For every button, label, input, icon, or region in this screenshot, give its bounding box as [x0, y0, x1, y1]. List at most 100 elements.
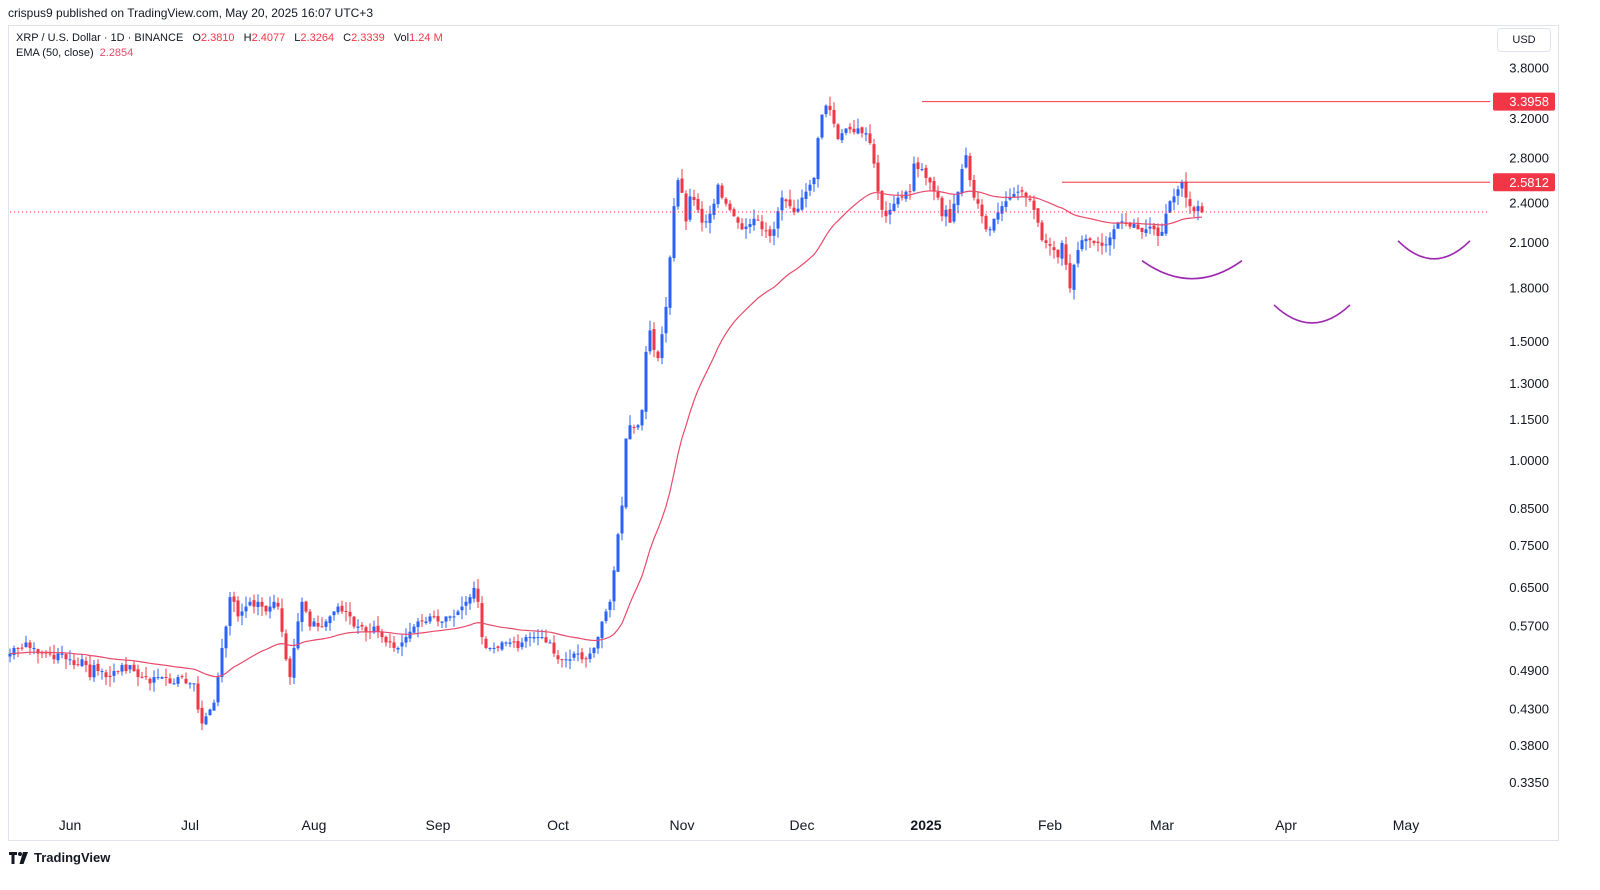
candle-down [1156, 227, 1160, 237]
candle-up [520, 642, 524, 648]
candle-up [628, 425, 632, 440]
candle-up [592, 647, 596, 654]
candle-down [916, 162, 920, 170]
candle-down [236, 600, 240, 617]
price-axis-label: 0.7500 [1509, 538, 1549, 553]
candle-up [204, 716, 208, 725]
candle-down [908, 191, 912, 193]
candle-up [172, 683, 176, 685]
price-axis-label: 3.2000 [1509, 111, 1549, 126]
price-axis-label: 3.8000 [1509, 61, 1549, 76]
candle-up [416, 621, 420, 628]
candle-down [1140, 227, 1144, 232]
candle-up [332, 611, 336, 616]
candle-down [184, 678, 188, 684]
candle-up [32, 647, 36, 650]
candle-up [188, 683, 192, 685]
candle-up [156, 677, 160, 679]
low-label: L [294, 32, 301, 44]
candle-down [480, 603, 484, 638]
candle-up [1016, 191, 1020, 193]
candle-up [152, 677, 156, 683]
candle-down [700, 208, 704, 223]
candle-up [80, 659, 84, 667]
candle-up [964, 155, 968, 168]
candle-up [100, 671, 104, 673]
candle-down [1184, 181, 1188, 198]
candle-down [948, 209, 952, 223]
candle-up [548, 642, 552, 644]
ema-label[interactable]: EMA (50, close) [16, 47, 94, 59]
price-axis-label: 2.8000 [1509, 150, 1549, 165]
candle-down [872, 144, 876, 164]
symbol-label[interactable]: XRP / U.S. Dollar · 1D · BINANCE [16, 32, 184, 44]
candle-up [440, 621, 444, 623]
candle-up [176, 677, 180, 684]
candle-down [560, 659, 564, 661]
candle-up [1180, 182, 1184, 189]
candle-up [356, 626, 360, 628]
candle-up [568, 659, 572, 661]
candle-down [832, 109, 836, 124]
candle-up [464, 601, 468, 606]
candle-up [268, 606, 272, 612]
candle-down [1064, 244, 1068, 265]
candle-down [276, 602, 280, 607]
candle-up [648, 330, 652, 352]
candle-down [1100, 242, 1104, 246]
candle-down [516, 641, 520, 648]
candle-down [36, 649, 40, 654]
candle-up [208, 709, 212, 716]
candle-down [20, 647, 24, 649]
pattern-arc-left-shoulder [1141, 260, 1243, 280]
candle-down [740, 223, 744, 230]
candle-down [320, 626, 324, 628]
tradingview-footer[interactable]: TradingView [9, 850, 110, 865]
candle-down [764, 230, 768, 232]
low-value: 2.3264 [300, 32, 335, 44]
candle-up [644, 351, 648, 412]
candle-down [1188, 199, 1192, 207]
candle-down [984, 216, 988, 230]
candle-up [524, 637, 528, 642]
candle-up [892, 203, 896, 211]
candle-up [596, 637, 600, 649]
candle-down [436, 616, 440, 622]
candle-up [704, 221, 708, 223]
ema-row: EMA (50, close) 2.2854 [16, 46, 443, 61]
candle-down [756, 219, 760, 221]
candle-down [388, 641, 392, 643]
price-axis-label: 1.3000 [1509, 376, 1549, 391]
candle-down [580, 652, 584, 660]
candle-down [1092, 240, 1096, 243]
candle-up [944, 209, 948, 217]
candle-up [160, 677, 164, 679]
candle-down [1020, 190, 1024, 192]
candle-up [864, 133, 868, 135]
candle-up [372, 626, 376, 633]
candle-down [1068, 263, 1072, 289]
candle-down [132, 664, 136, 672]
candle-down [544, 637, 548, 643]
candle-down [852, 128, 856, 133]
candle-up [624, 438, 628, 508]
candle-down [108, 675, 112, 678]
candle-down [1152, 225, 1156, 230]
candle-up [452, 616, 456, 618]
level-price-badge [1493, 92, 1555, 111]
currency-button[interactable]: USD [1497, 28, 1551, 52]
publish-info: crispus9 published on TradingView.com, M… [8, 6, 373, 20]
candle-up [688, 196, 692, 220]
price-axis-label: 0.4300 [1509, 701, 1549, 716]
candle-up [956, 191, 960, 206]
candle-down [168, 678, 172, 684]
candle-down [72, 660, 76, 666]
candle-up [636, 425, 640, 428]
candle-up [988, 229, 992, 231]
candle-down [972, 179, 976, 198]
candle-up [192, 683, 196, 685]
candle-down [1056, 249, 1060, 258]
candle-up [336, 606, 340, 613]
candle-up [576, 653, 580, 655]
